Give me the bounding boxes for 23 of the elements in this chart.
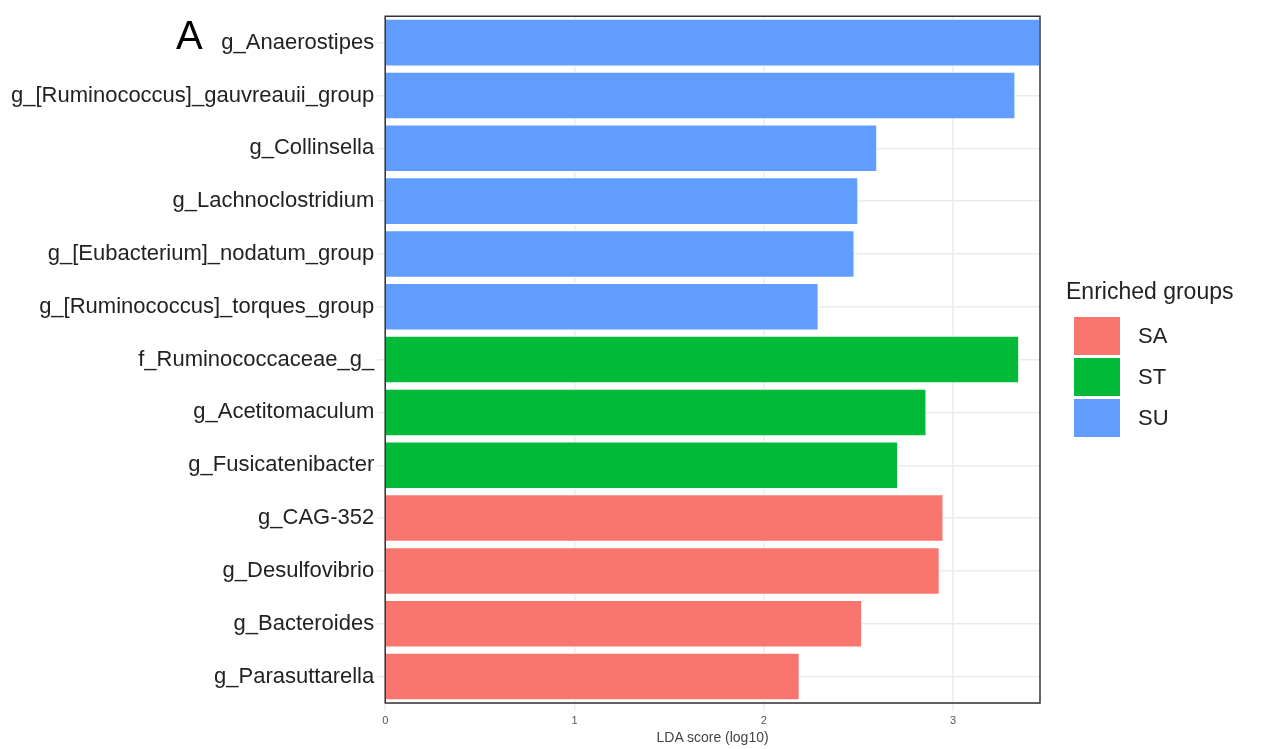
y-tick-label: g_Acetitomaculum <box>193 398 375 424</box>
legend-label: SA <box>1138 322 1168 349</box>
x-tick-label: 3 <box>949 713 957 726</box>
y-tick-label: g_Lachnoclostridium <box>172 187 375 213</box>
legend-label: ST <box>1138 363 1167 390</box>
y-tick-label: g_Desulfovibrio <box>222 556 375 582</box>
x-tick-label: 0 <box>382 713 389 726</box>
y-tick-label: g_[Eubacterium]_nodatum_group <box>47 240 375 265</box>
y-tick-label: g_Anaerostipes <box>221 28 375 54</box>
y-tick-label: f_Ruminococcaceae_g_ <box>138 345 375 371</box>
x-axis-title: LDA score (log10) <box>656 729 769 746</box>
y-tick-label: g_CAG-352 <box>258 504 375 530</box>
x-tick-label: 2 <box>760 713 767 726</box>
text: A <box>176 12 203 58</box>
y-tick-label: g_Collinsella <box>249 134 375 160</box>
legend-title: Enriched groups <box>1066 278 1234 305</box>
y-tick-label: g_Fusicatenibacter <box>188 451 375 477</box>
y-tick-label: g_Bacteroides <box>233 609 375 635</box>
x-tick-label: 1 <box>571 713 578 726</box>
y-tick-label: g_Parasuttarella <box>214 662 375 688</box>
y-tick-label: g_[Ruminococcus]_torques_group <box>39 292 375 318</box>
y-tick-label: g_[Ruminococcus]_gauvreauii_group <box>10 81 375 107</box>
legend-label: SU <box>1138 404 1169 431</box>
